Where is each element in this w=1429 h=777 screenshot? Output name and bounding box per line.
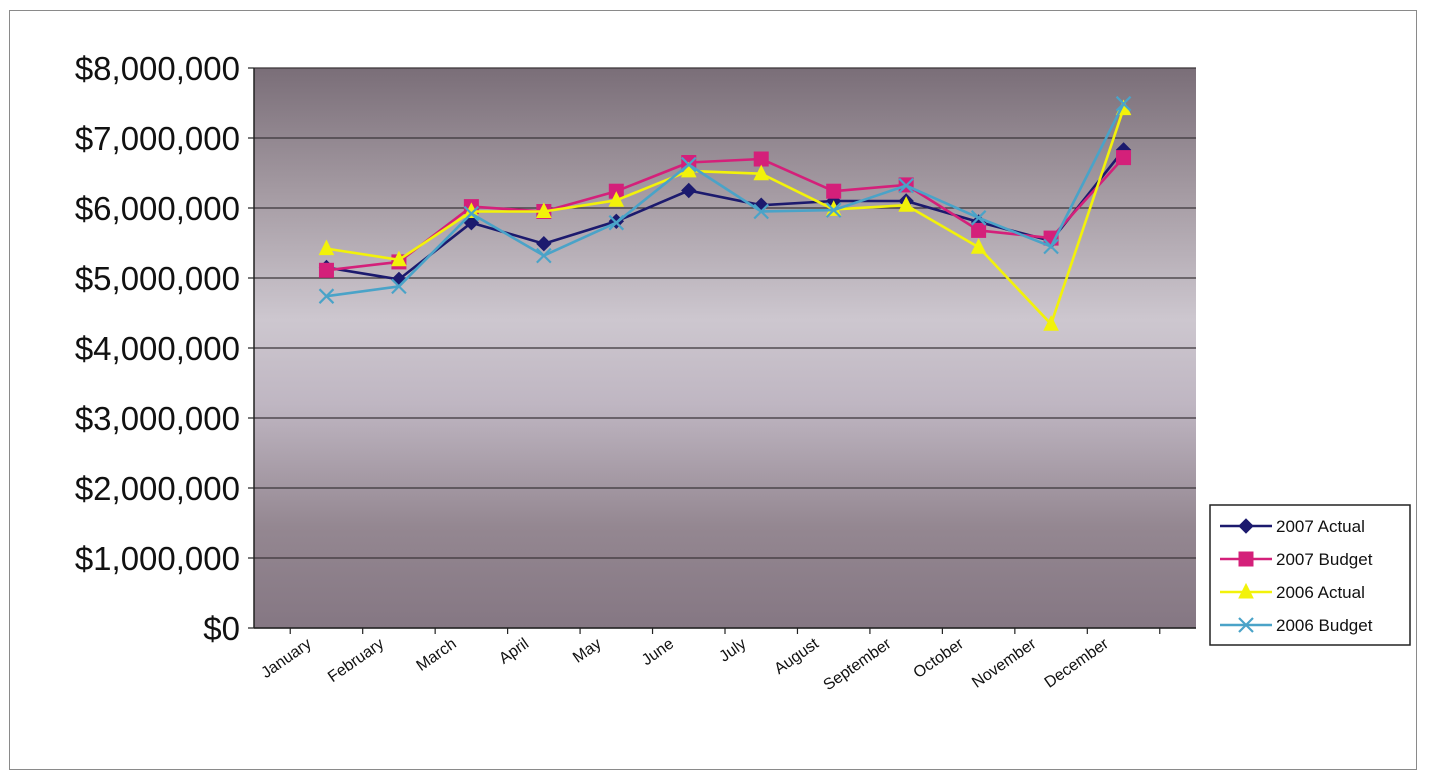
axes	[248, 67, 1196, 634]
x-tick-label: February	[325, 635, 387, 686]
y-axis-tick-labels: $0 $1,000,000 $2,000,000 $3,000,000 $4,000,0…	[75, 50, 240, 647]
data-point	[536, 235, 552, 252]
x-tick-label: November	[969, 635, 1040, 692]
series-line	[326, 108, 1125, 326]
data-point	[463, 214, 480, 231]
x-tick-label: January	[258, 635, 314, 682]
data-point	[1043, 315, 1059, 331]
x-tick-label: June	[639, 635, 677, 669]
x-tick-label: August	[771, 635, 822, 678]
x-tick-label: July	[716, 635, 749, 665]
data-point	[753, 203, 770, 220]
series-lines	[318, 95, 1132, 331]
x-tick-label: September	[821, 635, 895, 694]
y-tick-label: $7,000,000	[75, 120, 240, 157]
data-point	[1115, 95, 1132, 112]
data-point	[391, 250, 407, 267]
legend-label: 2007 Actual	[1276, 517, 1365, 536]
data-point	[826, 183, 842, 199]
data-point	[608, 214, 625, 231]
y-tick-label: $1,000,000	[75, 540, 240, 577]
data-point	[680, 156, 697, 173]
x-tick-label: December	[1042, 635, 1113, 692]
data-point	[318, 239, 335, 256]
y-tick-label: $4,000,000	[75, 330, 240, 367]
line-chart: $0 $1,000,000 $2,000,000 $3,000,000 $4,000,0…	[75, 50, 1411, 694]
legend-item: 2006 Budget	[1220, 616, 1373, 635]
y-tick-label: $6,000,000	[75, 190, 240, 227]
legend-label: 2007 Budget	[1276, 550, 1373, 569]
legend: 2007 Actual 2007 Budget 2006 Actual 2006 Bu…	[1209, 504, 1411, 646]
data-point	[318, 262, 334, 278]
data-point	[681, 182, 697, 199]
data-point	[463, 205, 480, 222]
data-point	[536, 247, 552, 264]
x-tick-label: April	[496, 635, 532, 667]
legend-label: 2006 Actual	[1276, 583, 1365, 602]
legend-item: 2006 Actual	[1220, 582, 1365, 602]
data-point	[970, 238, 987, 254]
x-axis-tick-labels: January February March April May June July Augu…	[258, 635, 1112, 694]
legend-marker	[1238, 617, 1254, 633]
series-line	[326, 156, 1125, 272]
data-point	[971, 222, 987, 238]
series-2006-actual	[318, 99, 1132, 331]
legend-marker	[1238, 582, 1254, 599]
legend-item: 2007 Actual	[1220, 517, 1365, 536]
chart-frame: $0 $1,000,000 $2,000,000 $3,000,000 $4,000,0…	[9, 10, 1417, 770]
legend-marker	[1238, 551, 1254, 567]
legend-label: 2006 Budget	[1276, 616, 1373, 635]
data-point	[970, 210, 987, 226]
x-tick-label: May	[570, 635, 605, 666]
y-tick-label: $5,000,000	[75, 260, 240, 297]
data-point	[608, 191, 625, 207]
data-point	[1043, 238, 1059, 255]
legend-marker	[1238, 518, 1254, 534]
y-tick-label: $8,000,000	[75, 50, 240, 87]
y-tick-label: $2,000,000	[75, 470, 240, 507]
series-2006-budget	[318, 95, 1132, 304]
data-point	[898, 177, 914, 194]
data-point	[536, 202, 552, 218]
legend-item: 2007 Budget	[1220, 550, 1373, 569]
data-point	[318, 288, 335, 304]
y-tick-label: $0	[203, 610, 240, 647]
series-line	[326, 103, 1125, 298]
data-point	[680, 161, 697, 178]
data-point	[1116, 150, 1132, 166]
data-point	[753, 164, 770, 181]
series-line	[326, 149, 1125, 281]
data-point	[753, 151, 769, 167]
data-point	[391, 278, 407, 295]
y-tick-label: $3,000,000	[75, 400, 240, 437]
x-tick-label: October	[911, 635, 968, 682]
x-tick-label: March	[414, 635, 460, 674]
data-point	[898, 196, 914, 212]
data-point	[825, 202, 842, 218]
